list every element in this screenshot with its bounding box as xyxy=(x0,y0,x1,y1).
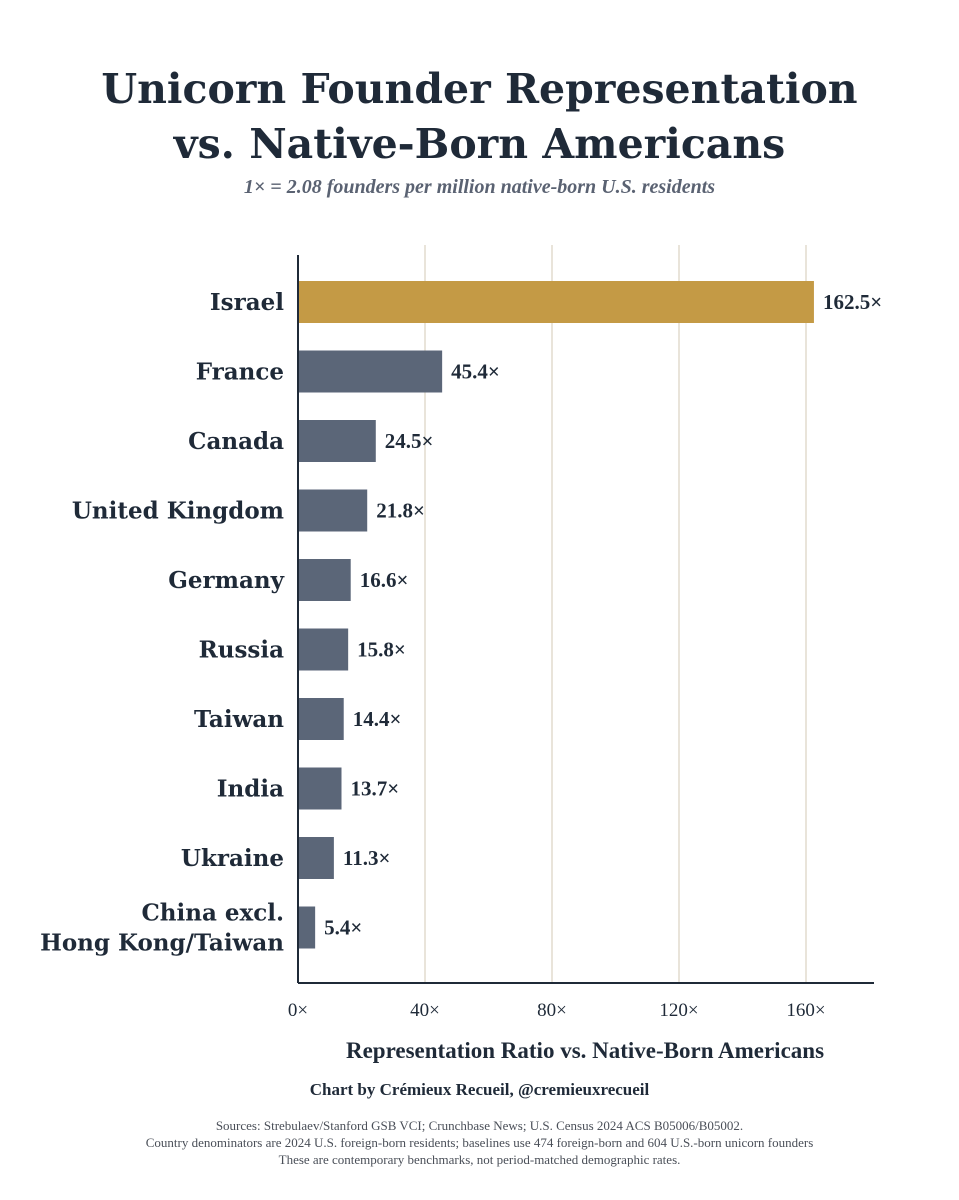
bar-1 xyxy=(298,350,443,393)
source-note-2: Country denominators are 2024 U.S. forei… xyxy=(145,1135,814,1150)
x-tick-label-1: 40× xyxy=(410,1000,440,1021)
category-label-2: Canada xyxy=(188,428,284,455)
title-line-1: Unicorn Founder Representation xyxy=(101,65,858,113)
source-notes: Sources: Strebulaev/Stanford GSB VCI; Cr… xyxy=(0,1117,959,1168)
chart-credit: Chart by Crémieux Recueil, @cremieuxrecu… xyxy=(309,1080,650,1099)
bar-3 xyxy=(298,489,368,532)
category-label-8: Ukraine xyxy=(181,845,284,872)
value-label-7: 13.7× xyxy=(350,777,399,801)
bar-8 xyxy=(298,837,334,879)
bar-6 xyxy=(298,698,344,740)
x-tick-label-4: 160× xyxy=(786,1000,825,1021)
bar-chart: Israel 162.5× France 45.4× Canada 24.5× United… xyxy=(40,245,882,1021)
bar-2 xyxy=(298,420,376,462)
value-label-4: 16.6× xyxy=(360,568,409,592)
source-note-1: Sources: Strebulaev/Stanford GSB VCI; Cr… xyxy=(215,1118,744,1133)
category-label-0: Israel xyxy=(210,289,284,316)
value-label-3: 21.8× xyxy=(376,499,425,523)
category-label-4: Germany xyxy=(168,567,284,594)
bar-5 xyxy=(298,628,349,671)
chart-title: Unicorn Founder Representation vs. Nativ… xyxy=(0,62,959,172)
x-tick-label-0: 0× xyxy=(288,1000,308,1021)
value-label-5: 15.8× xyxy=(357,638,406,662)
value-label-2: 24.5× xyxy=(385,429,434,453)
bar-7 xyxy=(298,767,342,810)
x-tick-label-3: 120× xyxy=(659,1000,698,1021)
value-label-9: 5.4× xyxy=(324,916,362,940)
category-label-6: Taiwan xyxy=(194,706,284,733)
category-label-5: Russia xyxy=(199,637,284,664)
title-line-2: vs. Native-Born Americans xyxy=(173,120,786,168)
category-label-7: India xyxy=(217,776,284,803)
value-label-8: 11.3× xyxy=(343,846,391,870)
value-label-1: 45.4× xyxy=(451,360,500,384)
category-label-1: France xyxy=(196,359,284,386)
x-tick-label-2: 80× xyxy=(537,1000,567,1021)
category-label-9: China excl. Hong Kong/Taiwan xyxy=(40,900,284,957)
category-label-3: United Kingdom xyxy=(72,498,284,525)
bar-4 xyxy=(298,559,351,601)
x-axis-label: Representation Ratio vs. Native-Born Ame… xyxy=(345,1038,825,1063)
value-label-0: 162.5× xyxy=(823,290,882,314)
value-label-6: 14.4× xyxy=(353,707,402,731)
bar-9 xyxy=(298,906,316,949)
bar-0 xyxy=(298,281,814,323)
chart-subtitle: 1× = 2.08 founders per million native-bo… xyxy=(243,176,716,198)
source-note-3: These are contemporary benchmarks, not p… xyxy=(278,1152,681,1167)
